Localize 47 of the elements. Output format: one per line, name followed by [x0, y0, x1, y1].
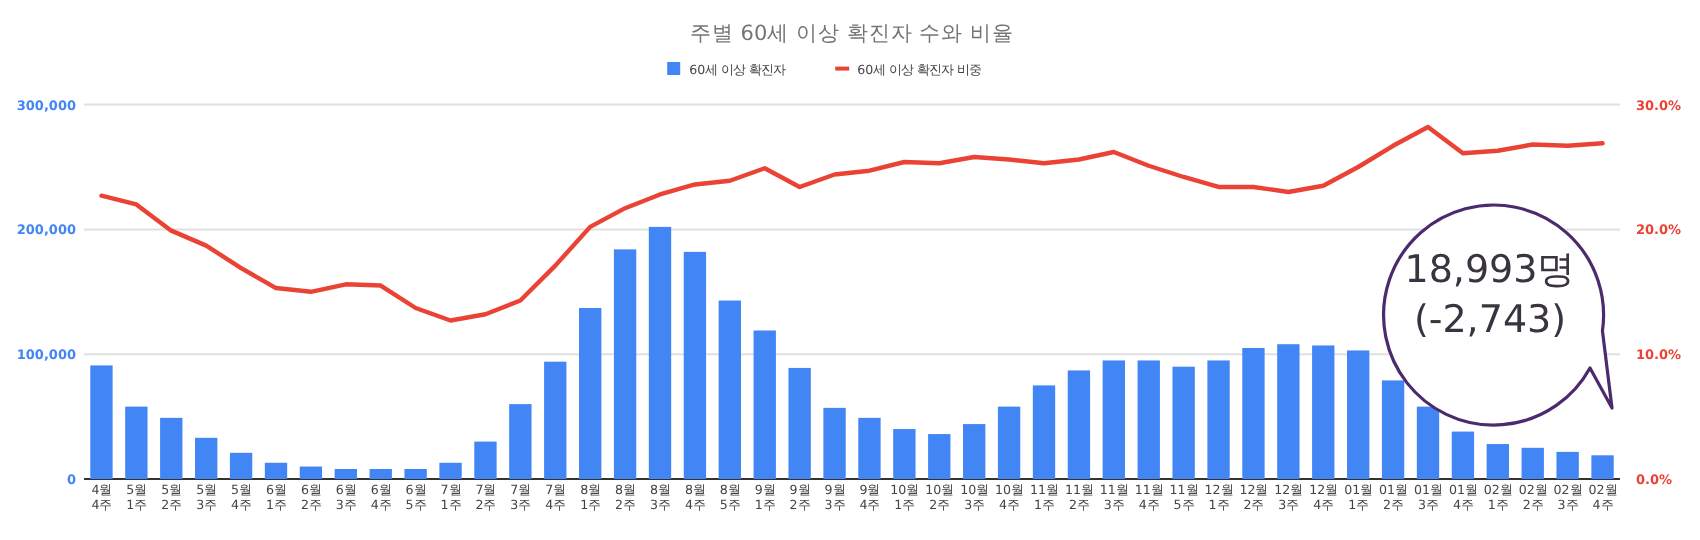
- bar: [1591, 455, 1614, 479]
- bar: [683, 251, 707, 479]
- annotation: 18,993명: [1404, 248, 1576, 292]
- bar: [823, 407, 846, 479]
- bar: [1556, 451, 1579, 479]
- bar: [1277, 344, 1300, 479]
- bar: [1521, 447, 1544, 479]
- bar: [928, 434, 951, 479]
- bar: [509, 404, 532, 479]
- chart-title: 주별 60세 이상 확진자 수와 비율: [689, 22, 1015, 46]
- bar: [229, 452, 253, 479]
- bar: [648, 226, 672, 479]
- bar: [613, 249, 637, 479]
- bar: [1137, 360, 1160, 479]
- bar: [195, 437, 218, 479]
- bar: [1347, 350, 1370, 479]
- bar: [1416, 406, 1440, 479]
- bar: [858, 417, 881, 479]
- bar: [369, 469, 392, 479]
- bar: [264, 462, 288, 479]
- bar: [1172, 366, 1195, 479]
- bar: [893, 429, 916, 479]
- bar: [125, 406, 148, 479]
- bar: [299, 466, 323, 479]
- bar: [1381, 380, 1405, 479]
- bar: [439, 462, 462, 479]
- bar: [1312, 345, 1335, 479]
- bar: [579, 308, 602, 479]
- bar: [1451, 431, 1475, 479]
- bar: [90, 365, 113, 479]
- bar: [753, 330, 776, 479]
- annotation: (-2,743): [1413, 298, 1567, 342]
- bar: [1067, 370, 1091, 479]
- bar: [963, 424, 986, 479]
- bar: [997, 406, 1021, 479]
- bar: [160, 417, 183, 479]
- bar: [1486, 444, 1509, 479]
- bar: [544, 361, 567, 479]
- bar: [334, 469, 357, 479]
- bar: [1032, 385, 1056, 479]
- bar: [404, 469, 427, 479]
- bar: [788, 367, 811, 479]
- bar: [1242, 347, 1265, 479]
- bar: [474, 441, 497, 479]
- bar: [718, 300, 741, 479]
- bar: [1102, 360, 1125, 479]
- bar: [1207, 360, 1230, 479]
